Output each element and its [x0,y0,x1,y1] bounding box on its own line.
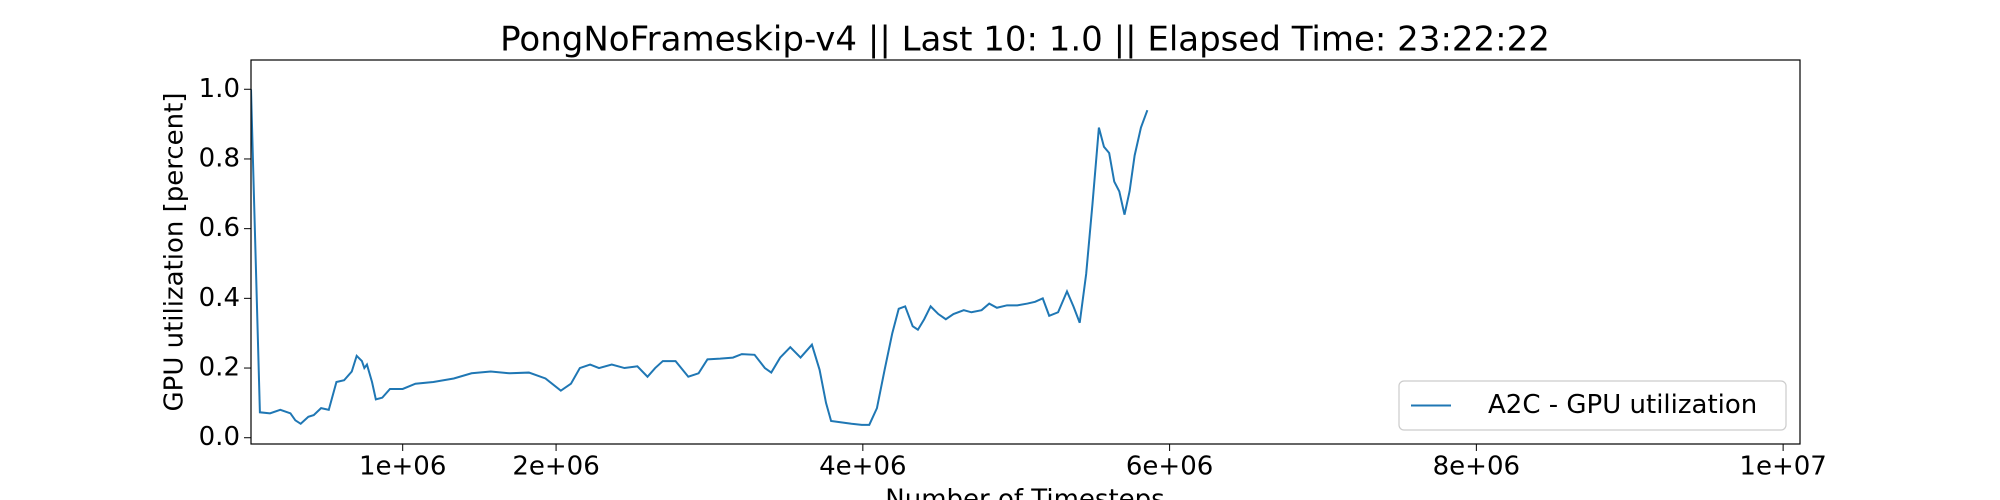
x-tick-label: 1e+06 [359,452,446,482]
x-tick-label: 2e+06 [512,452,599,482]
x-tick-label: 8e+06 [1433,452,1520,482]
y-tick-label: 0.8 [199,143,240,173]
y-tick-label: 0.4 [199,283,240,313]
x-tick-label: 4e+06 [819,452,906,482]
x-tick-label: 1e+07 [1739,452,1826,482]
chart-title: PongNoFrameskip-v4 || Last 10: 1.0 || El… [500,20,1550,60]
y-tick-label: 0.0 [199,422,240,452]
x-axis-label: Number of Timesteps [885,485,1164,500]
y-axis-label: GPU utilization [percent] [160,93,190,412]
legend-label: A2C - GPU utilization [1488,390,1757,420]
y-tick-label: 1.0 [199,74,240,104]
y-tick-label: 0.2 [199,353,240,383]
plot-frame [250,59,1801,445]
y-tick-label: 0.6 [199,213,240,243]
legend-box [1398,380,1787,431]
line-series [251,89,1149,426]
x-tick-label: 6e+06 [1126,452,1213,482]
